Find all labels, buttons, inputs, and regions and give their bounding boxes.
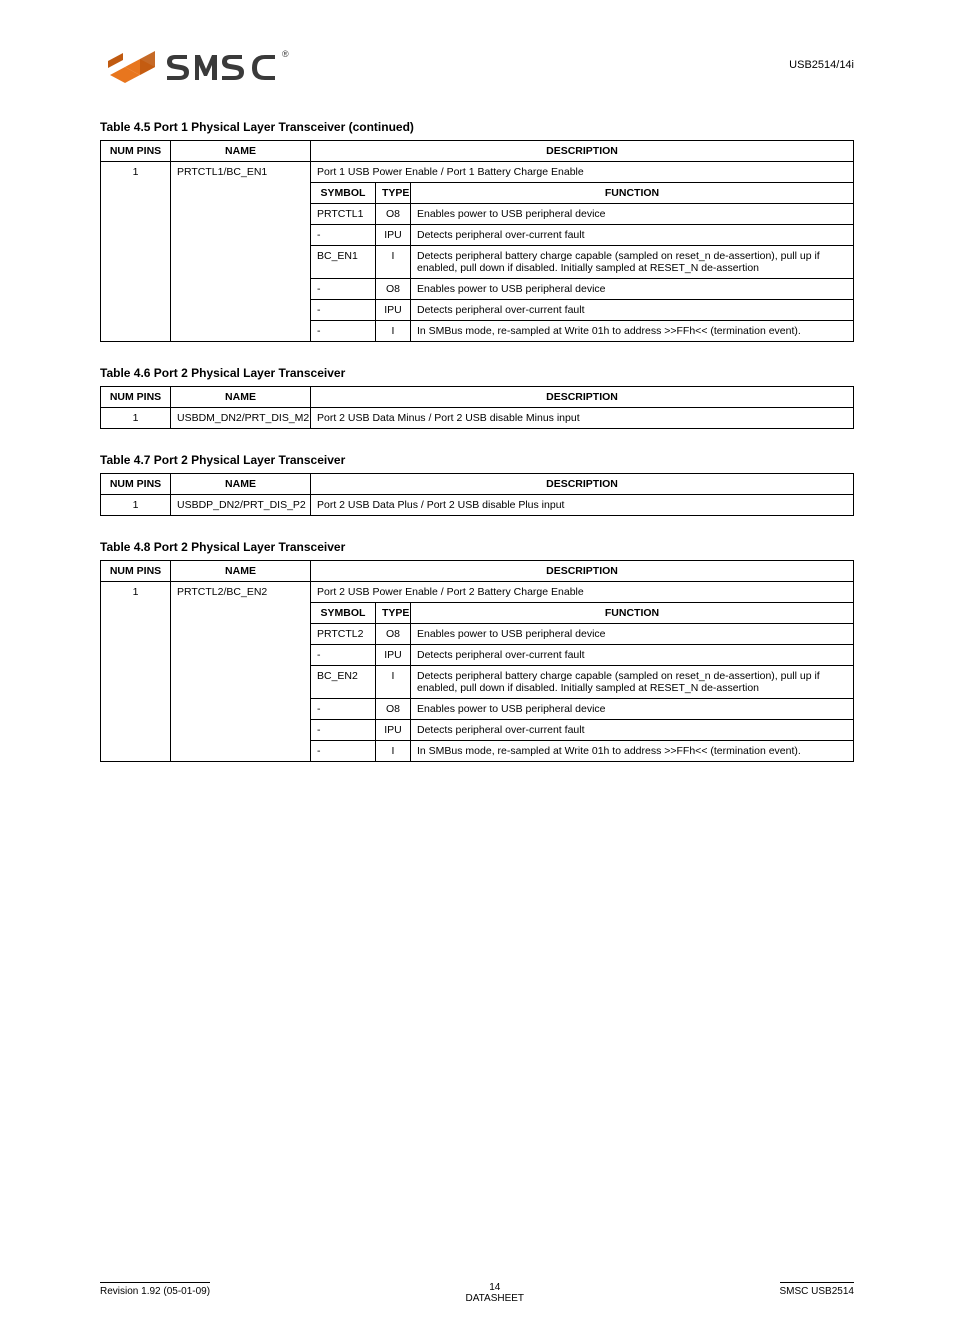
table-4-8: NUM PINS NAME DESCRIPTION 1 PRTCTL2/BC_E… bbox=[100, 560, 854, 762]
subcell: - bbox=[311, 645, 376, 665]
subcell: - bbox=[311, 741, 376, 761]
subcell: Detects peripheral over-current fault bbox=[411, 225, 853, 245]
col-header: DESCRIPTION bbox=[311, 141, 854, 162]
subcell: Enables power to USB peripheral device bbox=[411, 699, 853, 719]
sub-header: TYPE bbox=[376, 183, 411, 203]
col-header: DESCRIPTION bbox=[311, 387, 854, 408]
col-header: NUM PINS bbox=[101, 474, 171, 495]
cell-pins: 1 bbox=[101, 582, 171, 762]
col-header: NAME bbox=[171, 141, 311, 162]
sub-header: TYPE bbox=[376, 603, 411, 623]
sub-header: FUNCTION bbox=[411, 603, 853, 623]
subcell: Enables power to USB peripheral device bbox=[411, 204, 853, 224]
svg-text:®: ® bbox=[282, 49, 289, 59]
subcell: - bbox=[311, 300, 376, 320]
cell: USBDM_DN2/PRT_DIS_M2 bbox=[171, 408, 311, 429]
doc-title: USB2514/14i bbox=[789, 59, 854, 71]
col-header: NUM PINS bbox=[101, 561, 171, 582]
col-header: NUM PINS bbox=[101, 387, 171, 408]
subcell: IPU bbox=[376, 225, 411, 245]
cell: 1 bbox=[101, 408, 171, 429]
cell-desc-title: Port 2 USB Power Enable / Port 2 Battery… bbox=[311, 582, 853, 602]
subcell: Detects peripheral over-current fault bbox=[411, 300, 853, 320]
cell: Port 2 USB Data Plus / Port 2 USB disabl… bbox=[311, 495, 854, 516]
subcell: Enables power to USB peripheral device bbox=[411, 624, 853, 644]
cell-pins: 1 bbox=[101, 162, 171, 342]
footer-product: SMSC USB2514 bbox=[780, 1286, 854, 1297]
table-4-7-title: Table 4.7 Port 2 Physical Layer Transcei… bbox=[100, 453, 854, 467]
col-header: DESCRIPTION bbox=[311, 561, 854, 582]
cell-name: PRTCTL1/BC_EN1 bbox=[171, 162, 311, 342]
table-4-6: NUM PINS NAME DESCRIPTION 1 USBDM_DN2/PR… bbox=[100, 386, 854, 429]
subcell: BC_EN1 bbox=[311, 246, 376, 278]
subcell: Detects peripheral over-current fault bbox=[411, 720, 853, 740]
footer-page-number: 14 bbox=[466, 1282, 525, 1293]
subcell: - bbox=[311, 279, 376, 299]
cell-desc-title: Port 1 USB Power Enable / Port 1 Battery… bbox=[311, 162, 853, 182]
subcell: I bbox=[376, 741, 411, 761]
table-4-7: NUM PINS NAME DESCRIPTION 1 USBDP_DN2/PR… bbox=[100, 473, 854, 516]
cell: Port 2 USB Data Minus / Port 2 USB disab… bbox=[311, 408, 854, 429]
subcell: O8 bbox=[376, 699, 411, 719]
subcell: - bbox=[311, 321, 376, 341]
table-4-5: NUM PINS NAME DESCRIPTION 1 PRTCTL1/BC_E… bbox=[100, 140, 854, 342]
cell: USBDP_DN2/PRT_DIS_P2 bbox=[171, 495, 311, 516]
footer-revision: Revision 1.92 (05-01-09) bbox=[100, 1286, 210, 1297]
sub-header: FUNCTION bbox=[411, 183, 853, 203]
subcell: I bbox=[376, 246, 411, 278]
subcell: I bbox=[376, 321, 411, 341]
table-4-5-title: Table 4.5 Port 1 Physical Layer Transcei… bbox=[100, 120, 854, 134]
table-4-6-title: Table 4.6 Port 2 Physical Layer Transcei… bbox=[100, 366, 854, 380]
subcell: O8 bbox=[376, 279, 411, 299]
subcell: In SMBus mode, re-sampled at Write 01h t… bbox=[411, 321, 853, 341]
subcell: - bbox=[311, 699, 376, 719]
subcell: Detects peripheral battery charge capabl… bbox=[411, 666, 853, 698]
subcell: Detects peripheral battery charge capabl… bbox=[411, 246, 853, 278]
footer-right-top: DATASHEET bbox=[466, 1293, 525, 1304]
sub-header: SYMBOL bbox=[311, 603, 376, 623]
subcell: I bbox=[376, 666, 411, 698]
smsc-logo: ® bbox=[100, 40, 320, 90]
col-header: NAME bbox=[171, 561, 311, 582]
col-header: NAME bbox=[171, 474, 311, 495]
cell: 1 bbox=[101, 495, 171, 516]
subcell: O8 bbox=[376, 204, 411, 224]
subcell: IPU bbox=[376, 645, 411, 665]
subcell: In SMBus mode, re-sampled at Write 01h t… bbox=[411, 741, 853, 761]
subcell: Enables power to USB peripheral device bbox=[411, 279, 853, 299]
subcell: BC_EN2 bbox=[311, 666, 376, 698]
col-header: DESCRIPTION bbox=[311, 474, 854, 495]
subcell: IPU bbox=[376, 300, 411, 320]
subcell: PRTCTL1 bbox=[311, 204, 376, 224]
sub-header: SYMBOL bbox=[311, 183, 376, 203]
page-footer: Revision 1.92 (05-01-09) 14 DATASHEET SM… bbox=[100, 1282, 854, 1304]
table-4-8-title: Table 4.8 Port 2 Physical Layer Transcei… bbox=[100, 540, 854, 554]
col-header: NAME bbox=[171, 387, 311, 408]
col-header: NUM PINS bbox=[101, 141, 171, 162]
subcell: IPU bbox=[376, 720, 411, 740]
subcell: - bbox=[311, 225, 376, 245]
subcell: Detects peripheral over-current fault bbox=[411, 645, 853, 665]
subcell: PRTCTL2 bbox=[311, 624, 376, 644]
page-header: ® USB2514/14i bbox=[100, 40, 854, 90]
cell-name: PRTCTL2/BC_EN2 bbox=[171, 582, 311, 762]
subcell: O8 bbox=[376, 624, 411, 644]
subcell: - bbox=[311, 720, 376, 740]
